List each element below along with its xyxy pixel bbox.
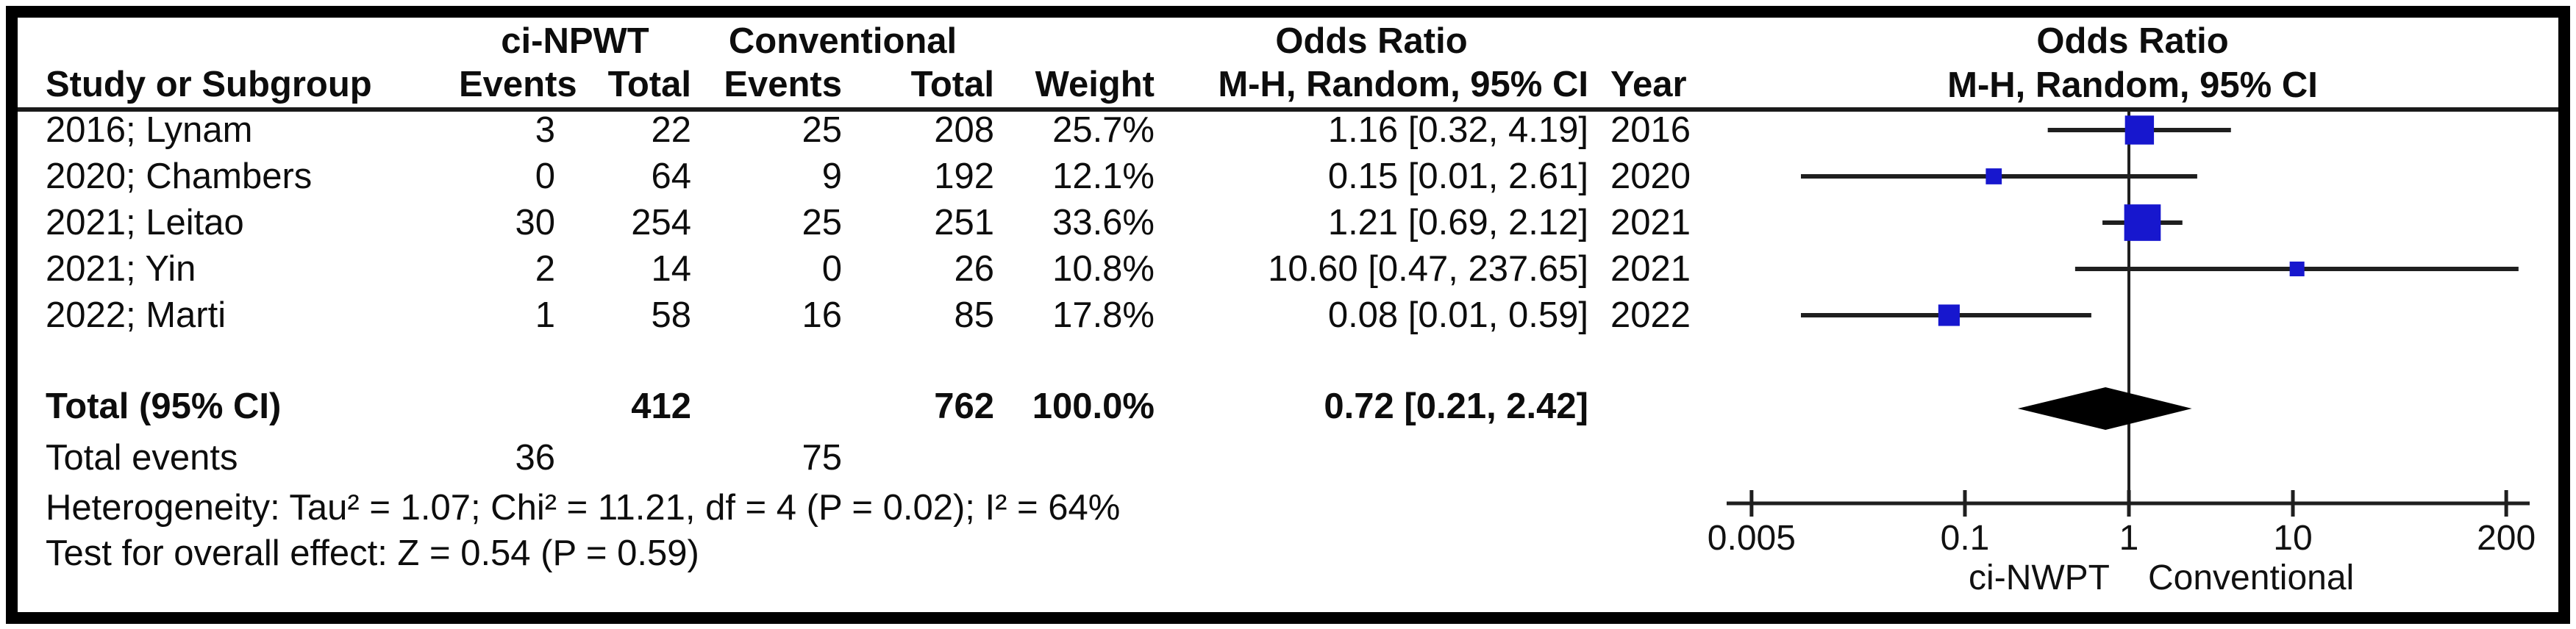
events-ci-npwt: 2 [535, 249, 555, 289]
odds-ratio-ci-value: 1.16 [0.32, 4.19] [1327, 110, 1588, 150]
col-header-total-ci-npwt: Total [607, 65, 691, 104]
col-header-year: Year [1610, 65, 1687, 104]
total-conventional: 251 [934, 203, 994, 242]
study-label: 2021; Yin [46, 249, 196, 289]
total-ci-npwt: 254 [631, 203, 691, 242]
total-row: Total (95% CI) 412 762 100.0% 0.72 [0.21… [18, 384, 1706, 430]
total-events-row: Total events 36 75 [18, 435, 1706, 481]
events-conventional: 0 [821, 249, 842, 289]
group-header-conventional: Conventional [728, 21, 957, 61]
study-label: 2020; Chambers [46, 157, 313, 196]
plot-header-odds-ratio: Odds Ratio [2036, 21, 2229, 61]
total-events-conventional: 75 [802, 438, 842, 478]
year-value: 2016 [1610, 110, 1691, 150]
events-ci-npwt: 3 [535, 110, 555, 150]
total-conventional: 85 [954, 295, 994, 335]
total-conventional: 208 [934, 110, 994, 150]
total-events-ci-npwt-blank [459, 384, 555, 430]
total-total-ci-npwt: 412 [631, 387, 691, 426]
year-value: 2021 [1610, 203, 1691, 242]
plot-header-mh-ci: M-H, Random, 95% CI [1947, 65, 2318, 105]
study-label: 2016; Lynam [46, 110, 253, 150]
col-header-total-conventional: Total [910, 65, 994, 104]
events-ci-npwt: 30 [515, 203, 555, 242]
weight-value: 12.1% [1052, 157, 1155, 196]
events-conventional: 16 [802, 295, 842, 335]
table-row: 2022; Marti 1 58 16 85 17.8% 0.08 [0.01,… [18, 292, 1706, 339]
total-weight: 100.0% [1032, 387, 1155, 426]
column-header-row: Study or Subgroup Events Total Events To… [18, 62, 1706, 108]
weight-value: 33.6% [1052, 203, 1155, 242]
col-header-events-conventional: Events [724, 65, 842, 104]
year-value: 2021 [1610, 249, 1691, 289]
total-ci-npwt: 64 [651, 157, 691, 196]
year-value: 2022 [1610, 295, 1691, 335]
total-year-blank [1588, 384, 1706, 430]
odds-ratio-ci-value: 0.15 [0.01, 2.61] [1327, 157, 1588, 196]
events-conventional: 9 [821, 157, 842, 196]
table-row: 2020; Chambers 0 64 9 192 12.1% 0.15 [0.… [18, 154, 1706, 200]
events-conventional: 25 [802, 203, 842, 242]
total-label: Total (95% CI) [46, 387, 282, 426]
total-ci-npwt: 14 [651, 249, 691, 289]
group-header-ci-npwt: ci-NPWT [501, 21, 649, 61]
group-header-odds-ratio: Odds Ratio [1275, 21, 1468, 61]
odds-ratio-ci-value: 0.08 [0.01, 0.59] [1327, 295, 1588, 335]
col-header-mh-ci: M-H, Random, 95% CI [1218, 65, 1588, 104]
odds-ratio-ci-value: 1.21 [0.69, 2.12] [1327, 203, 1588, 242]
col-header-study: Study or Subgroup [46, 65, 372, 104]
total-events-label: Total events [46, 438, 238, 478]
overall-effect-text: Test for overall effect: Z = 0.54 (P = 0… [46, 533, 699, 573]
events-conventional: 25 [802, 110, 842, 150]
total-events-ci-npwt: 36 [515, 438, 555, 478]
odds-ratio-ci-value: 10.60 [0.47, 237.65] [1268, 249, 1588, 289]
total-events-conventional-blank [691, 384, 842, 430]
year-value: 2020 [1610, 157, 1691, 196]
blank-cell [1155, 435, 1588, 481]
weight-value: 10.8% [1052, 249, 1155, 289]
total-ci-npwt: 22 [651, 110, 691, 150]
blank-cell [994, 435, 1155, 481]
table-row: 2016; Lynam 3 22 25 208 25.7% 1.16 [0.32… [18, 107, 1706, 154]
blank-cell [1588, 435, 1706, 481]
total-conventional: 192 [934, 157, 994, 196]
events-ci-npwt: 1 [535, 295, 555, 335]
weight-value: 17.8% [1052, 295, 1155, 335]
total-odds-ratio-ci: 0.72 [0.21, 2.42] [1324, 387, 1588, 426]
table-row: 2021; Leitao 30 254 25 251 33.6% 1.21 [0… [18, 200, 1706, 246]
total-total-conventional: 762 [934, 387, 994, 426]
figure-border [6, 6, 2570, 624]
col-header-events-ci-npwt: Events [459, 65, 577, 104]
weight-value: 25.7% [1052, 110, 1155, 150]
header-separator-line [18, 107, 2558, 112]
study-label: 2022; Marti [46, 295, 226, 335]
blank-cell [555, 435, 691, 481]
total-conventional: 26 [954, 249, 994, 289]
col-header-weight: Weight [1035, 65, 1155, 104]
blank-cell [842, 435, 994, 481]
events-ci-npwt: 0 [535, 157, 555, 196]
total-ci-npwt: 58 [651, 295, 691, 335]
table-row: 2021; Yin 2 14 0 26 10.8% 10.60 [0.47, 2… [18, 246, 1706, 292]
heterogeneity-text: Heterogeneity: Tau² = 1.07; Chi² = 11.21… [46, 488, 1121, 528]
study-label: 2021; Leitao [46, 203, 244, 242]
